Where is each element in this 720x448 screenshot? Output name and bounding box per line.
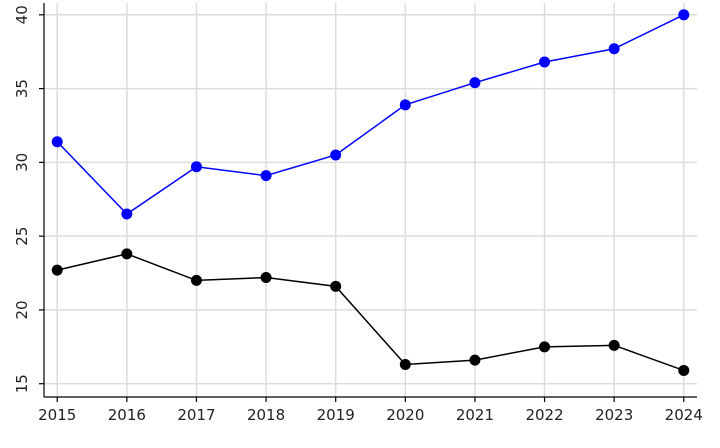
series-line: [56, 14, 685, 215]
y-tick-label: 20: [13, 300, 31, 319]
series-line: [57, 253, 685, 372]
point: [190, 161, 202, 173]
point: [51, 136, 63, 148]
point: [330, 280, 342, 292]
x-tick-label: 2022: [525, 406, 563, 424]
point: [399, 359, 411, 371]
point: [121, 248, 133, 260]
y-tick-label: 25: [13, 227, 31, 246]
x-tick-label: 2021: [456, 406, 494, 424]
y-tick-label: 35: [13, 79, 31, 98]
point: [539, 341, 551, 353]
y-tick-label: 30: [13, 153, 31, 172]
x-tick-label: 2015: [38, 406, 76, 424]
point: [399, 99, 411, 111]
point: [678, 364, 690, 376]
point: [190, 274, 202, 286]
point: [539, 56, 551, 68]
point: [330, 149, 342, 161]
point: [121, 208, 133, 220]
point: [51, 264, 63, 276]
y-tick-label: 40: [13, 5, 31, 24]
point: [678, 9, 690, 21]
x-tick-label: 2019: [317, 406, 355, 424]
point: [608, 339, 620, 351]
x-tick-label: 2017: [177, 406, 215, 424]
x-tick-label: 2020: [386, 406, 424, 424]
point: [260, 170, 272, 182]
x-tick-label: 2018: [247, 406, 285, 424]
point: [469, 354, 481, 366]
x-tick-label: 2016: [108, 406, 146, 424]
point: [260, 271, 272, 283]
x-tick-label: 2023: [595, 406, 633, 424]
point: [608, 43, 620, 55]
point: [469, 77, 481, 89]
x-tick-label: 2024: [665, 406, 703, 424]
y-tick-label: 15: [13, 374, 31, 393]
